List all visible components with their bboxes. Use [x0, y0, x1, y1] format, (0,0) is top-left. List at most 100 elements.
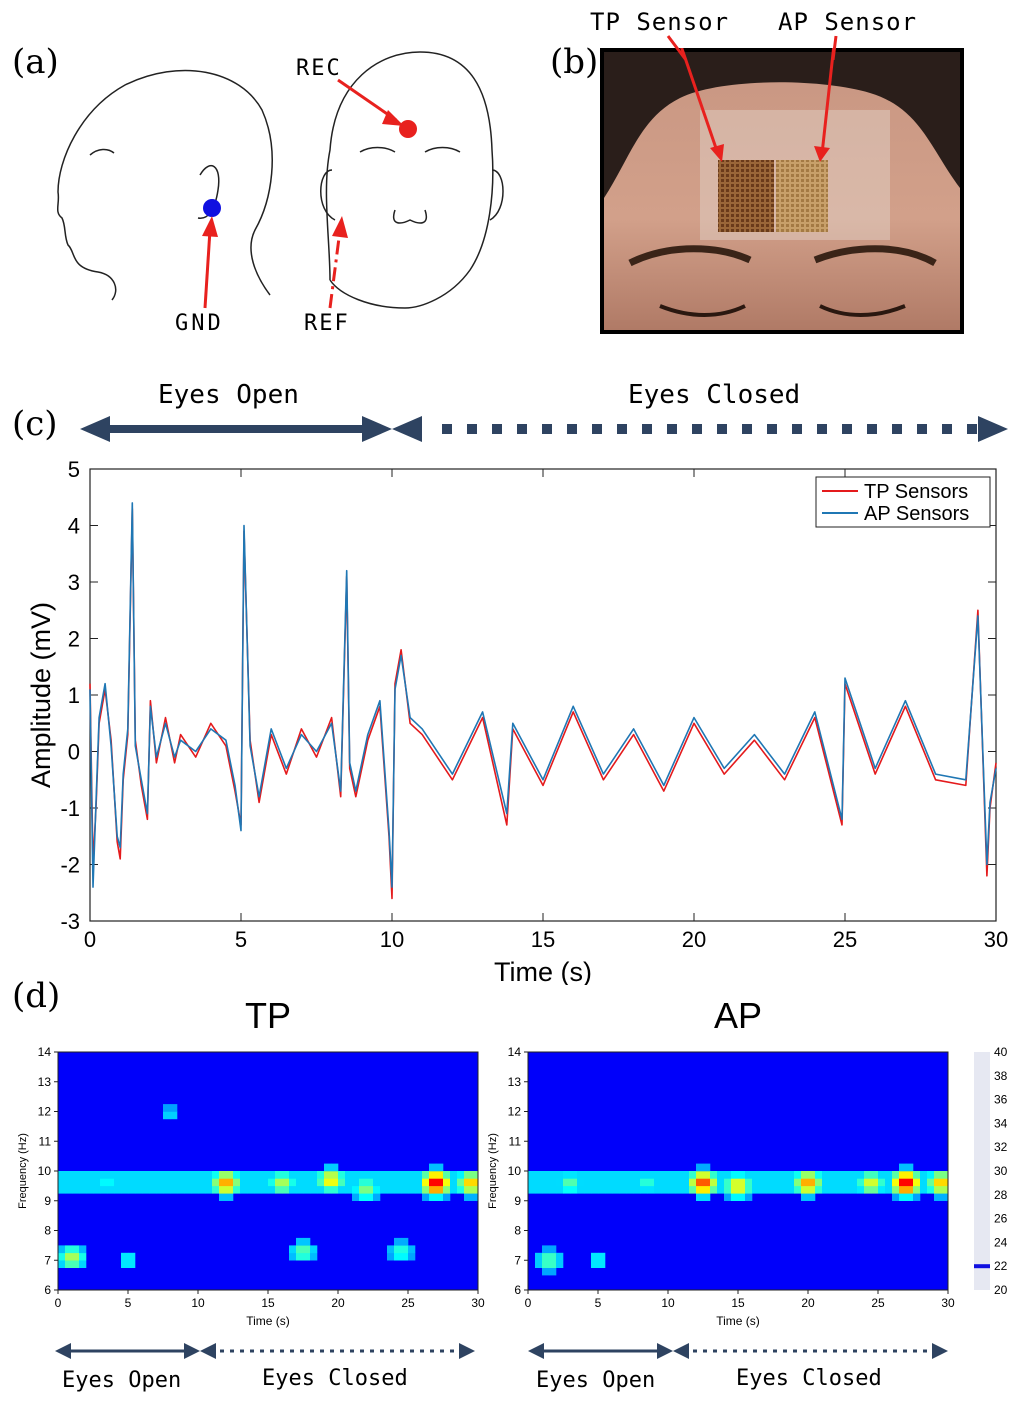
spectrogram-cell: [79, 1178, 87, 1187]
spectrogram-cell: [58, 1252, 66, 1261]
spectrogram-cell: [626, 1171, 634, 1179]
spectrogram-cell: [226, 1178, 234, 1187]
spectrogram-cell: [850, 1185, 858, 1194]
ap-sensor-patch: [776, 160, 828, 232]
spectrogram-cell: [780, 1185, 788, 1194]
spectrogram-cell: [647, 1171, 655, 1179]
spectrogram-cell: [429, 1193, 437, 1201]
spectrogram-cell: [598, 1252, 606, 1261]
spectrogram-cell: [556, 1178, 564, 1187]
spectrogram-cell: [156, 1185, 164, 1194]
spectrogram-cell: [240, 1178, 248, 1187]
spectrogram-cell: [240, 1171, 248, 1179]
spectrogram-cell: [191, 1185, 199, 1194]
spectrogram-cell: [920, 1171, 928, 1179]
d-tp-eyes-open-label: Eyes Open: [62, 1368, 182, 1393]
tp-spectrogram: TP 0 5 10 15 20 25 30 6 7 8 9 10 11 12 13 14 Time (s) Freq…: [17, 995, 485, 1328]
spectrogram-cell: [815, 1178, 823, 1187]
spectrogram-cell: [58, 1171, 66, 1179]
colorbar-tick-label: 38: [994, 1069, 1008, 1083]
spectrogram-cell: [58, 1260, 66, 1268]
spectrogram-cell: [408, 1185, 416, 1194]
x-tick-label: 20: [682, 927, 706, 952]
spectrogram-cell: [422, 1185, 430, 1194]
spectrogram-cell: [787, 1178, 795, 1187]
spectrogram-cell: [240, 1185, 248, 1194]
spectrogram-cell: [226, 1193, 234, 1201]
x-tick-label: 5: [595, 1296, 602, 1310]
spectrogram-cell: [878, 1171, 886, 1179]
spectrogram-cell: [128, 1178, 136, 1187]
spectrogram-cell: [647, 1185, 655, 1194]
ref-pointer-arrowhead: [332, 216, 348, 238]
spectrogram-cell: [871, 1185, 879, 1194]
spectrogram-cell: [885, 1178, 893, 1187]
y-tick-label: 9: [44, 1194, 51, 1208]
spectrogram-cell: [640, 1171, 648, 1179]
spectrogram-cell: [107, 1171, 115, 1179]
colorbar-tick-label: 22: [994, 1259, 1008, 1273]
x-tick-label: 15: [261, 1296, 275, 1310]
spectrogram-cell: [135, 1185, 143, 1194]
spectrogram-cell: [415, 1185, 423, 1194]
spectrogram-cell: [850, 1178, 858, 1187]
spectrogram-cell: [731, 1193, 739, 1201]
spectrogram-cell: [899, 1178, 907, 1187]
spectrogram-cell: [542, 1245, 550, 1254]
spectrogram-cell: [780, 1178, 788, 1187]
spectrogram-cell: [135, 1171, 143, 1179]
y-tick-label: 13: [508, 1075, 522, 1089]
spectrogram-cell: [941, 1171, 949, 1179]
spectrogram-cell: [156, 1171, 164, 1179]
spectrogram-cell: [675, 1178, 683, 1187]
spectrogram-cell: [703, 1185, 711, 1194]
head-diagrams: [56, 51, 504, 309]
spectrogram-cell: [86, 1185, 94, 1194]
spectrogram-cell: [429, 1171, 437, 1179]
spectrogram-cell: [759, 1171, 767, 1179]
spectrogram-cell: [738, 1171, 746, 1179]
spectrogram-cell: [184, 1185, 192, 1194]
spectrogram-cell: [282, 1171, 290, 1179]
spectrogram-cell: [198, 1178, 206, 1187]
spectrogram-cell: [794, 1185, 802, 1194]
spectrogram-cell: [310, 1185, 318, 1194]
ref-label: REF: [304, 311, 350, 336]
spectrogram-cell: [184, 1171, 192, 1179]
spectrogram-cell: [850, 1171, 858, 1179]
spectrogram-cell: [815, 1171, 823, 1179]
spectrogram-cell: [373, 1193, 381, 1201]
spectrogram-cell: [682, 1185, 690, 1194]
amplitude-time-chart: 0 5 10 15 20 25 30 -3 -2 -1 0 1 2 3 4 5 Time (s) Amplitud…: [26, 457, 1008, 985]
spectrogram-cell: [745, 1185, 753, 1194]
spectrogram-cell: [605, 1178, 613, 1187]
spectrogram-cell: [128, 1260, 136, 1268]
spectrogram-cell: [457, 1171, 465, 1179]
spectrogram-cell: [892, 1193, 900, 1201]
spectrogram-cell: [913, 1185, 921, 1194]
spectrogram-cell: [380, 1171, 388, 1179]
spectrogram-cell: [906, 1171, 914, 1179]
x-axis-label: Time (s): [246, 1314, 290, 1328]
spectrogram-cell: [752, 1171, 760, 1179]
spectrogram-cell: [542, 1178, 550, 1187]
spectrogram-cell: [584, 1185, 592, 1194]
spectrogram-cell: [934, 1185, 942, 1194]
spectrogram-cell: [654, 1178, 662, 1187]
x-tick-label: 20: [801, 1296, 815, 1310]
spectrogram-cell: [268, 1185, 276, 1194]
tp-sensor-patch: [718, 160, 774, 232]
spectrogram-cell: [163, 1185, 171, 1194]
spectrogram-cell: [359, 1178, 367, 1187]
c-eyes-closed-label: Eyes Closed: [628, 380, 801, 410]
spectrogram-cell: [556, 1260, 564, 1268]
spectrogram-cell: [317, 1178, 325, 1187]
spectrogram-cell: [549, 1267, 557, 1276]
spectrogram-cell: [408, 1252, 416, 1261]
colorbar-tick-label: 34: [994, 1116, 1008, 1130]
spectrogram-cell: [289, 1245, 297, 1254]
y-tick-label: 10: [38, 1164, 52, 1178]
spectrogram-cell: [892, 1185, 900, 1194]
spectrogram-cell: [584, 1178, 592, 1187]
spectrogram-cell: [401, 1245, 409, 1254]
